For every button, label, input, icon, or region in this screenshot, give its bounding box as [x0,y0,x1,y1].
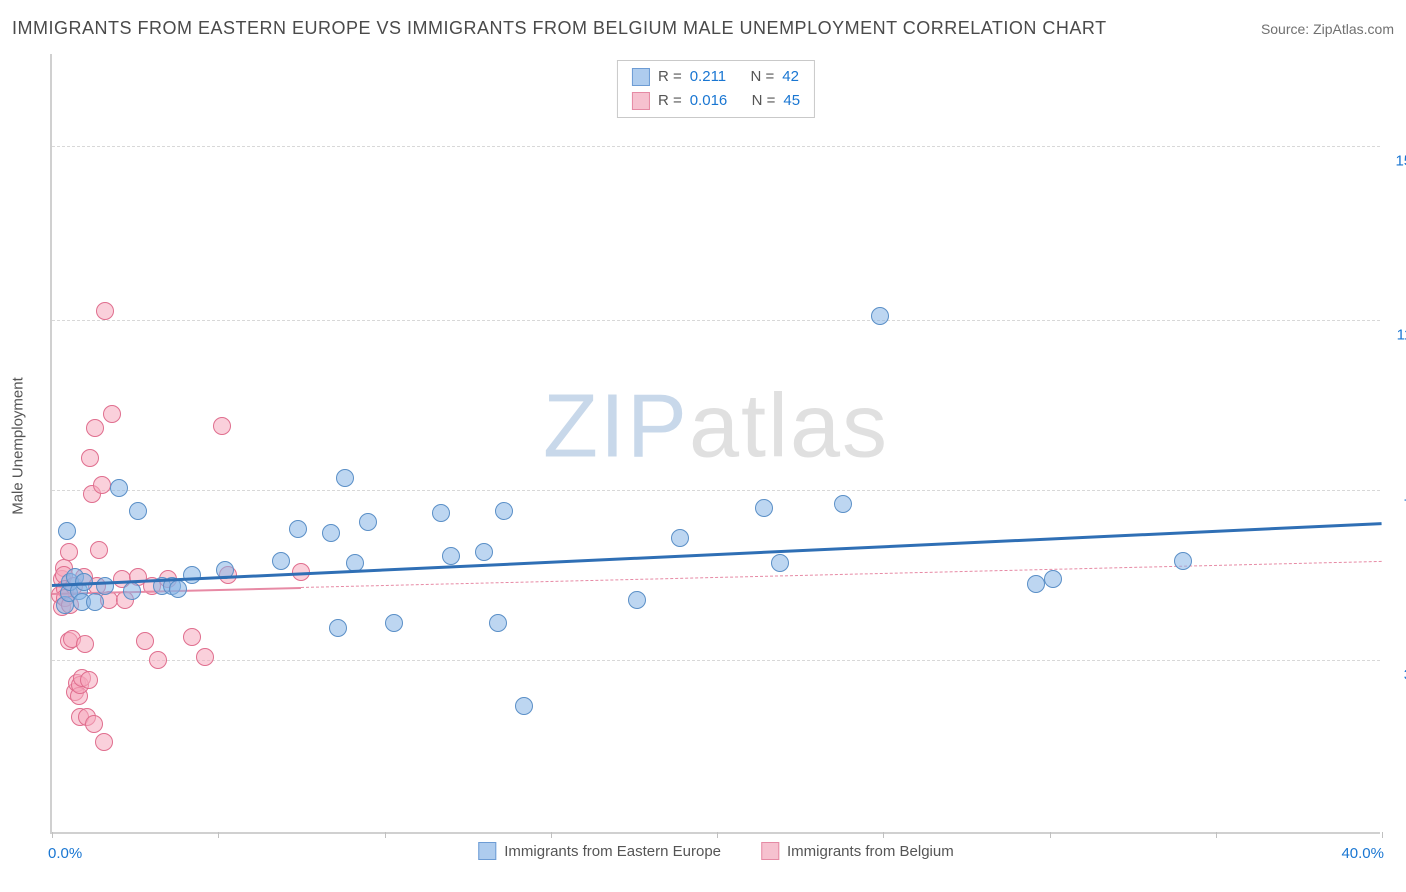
stat-r-value-0: 0.211 [690,65,726,89]
x-tick [551,832,552,838]
data-point [289,520,307,538]
data-point [196,648,214,666]
data-point [489,614,507,632]
data-point [103,405,121,423]
legend-label-0: Immigrants from Eastern Europe [504,843,721,860]
data-point [336,469,354,487]
stat-n-value-0: 42 [782,65,799,89]
data-point [871,307,889,325]
legend-swatch-0 [632,68,650,86]
data-point [515,697,533,715]
gridline: 11.2% [52,320,1380,321]
x-tick [1382,832,1383,838]
x-tick [218,832,219,838]
data-point [95,733,113,751]
y-axis-label: Male Unemployment [10,377,27,515]
data-point [475,543,493,561]
data-point [495,502,513,520]
x-tick [385,832,386,838]
data-point [58,522,76,540]
legend-series: Immigrants from Eastern Europe Immigrant… [478,842,953,860]
data-point [85,715,103,733]
chart-title: IMMIGRANTS FROM EASTERN EUROPE VS IMMIGR… [12,18,1107,39]
gridline: 15.0% [52,146,1380,147]
data-point [183,566,201,584]
data-point [1027,575,1045,593]
x-max-label: 40.0% [1341,845,1384,862]
stat-n-label-0: N = [750,65,774,89]
source-label: Source: ZipAtlas.com [1261,21,1394,37]
data-point [755,499,773,517]
data-point [359,513,377,531]
legend-swatch-bottom-0 [478,842,496,860]
data-point [329,619,347,637]
legend-stats: R = 0.211 N = 42 R = 0.016 N = 45 [617,60,815,118]
legend-swatch-bottom-1 [761,842,779,860]
stat-r-label-0: R = [658,65,682,89]
y-tick-label: 15.0% [1386,152,1406,169]
data-point [110,479,128,497]
plot-area: ZIPatlas R = 0.211 N = 42 R = 0.016 N = … [50,54,1380,834]
data-point [169,580,187,598]
legend-swatch-1 [632,92,650,110]
legend-item-0: Immigrants from Eastern Europe [478,842,721,860]
data-point [322,524,340,542]
data-point [81,449,99,467]
data-point [60,543,78,561]
watermark-zip: ZIP [543,377,689,477]
data-point [136,632,154,650]
stat-n-label-1: N = [752,89,776,113]
x-min-label: 0.0% [48,845,82,862]
data-point [628,591,646,609]
stat-r-label-1: R = [658,89,682,113]
watermark-rest: atlas [689,377,889,477]
y-tick-label: 7.5% [1386,496,1406,513]
x-tick [717,832,718,838]
legend-label-1: Immigrants from Belgium [787,843,954,860]
x-tick [52,832,53,838]
x-tick [883,832,884,838]
data-point [86,593,104,611]
data-point [96,302,114,320]
data-point [442,547,460,565]
data-point [80,671,98,689]
data-point [123,582,141,600]
data-point [1174,552,1192,570]
x-tick [1050,832,1051,838]
data-point [213,417,231,435]
legend-stats-row-0: R = 0.211 N = 42 [632,65,800,89]
stat-n-value-1: 45 [783,89,800,113]
stat-r-value-1: 0.016 [690,89,728,113]
data-point [432,504,450,522]
data-point [76,635,94,653]
data-point [96,577,114,595]
y-tick-label: 11.2% [1386,327,1406,344]
data-point [183,628,201,646]
data-point [129,502,147,520]
data-point [93,476,111,494]
x-tick [1216,832,1217,838]
data-point [86,419,104,437]
watermark: ZIPatlas [543,376,889,479]
gridline: 3.8% [52,660,1380,661]
data-point [90,541,108,559]
y-tick-label: 3.8% [1386,666,1406,683]
legend-stats-row-1: R = 0.016 N = 45 [632,89,800,113]
legend-item-1: Immigrants from Belgium [761,842,954,860]
data-point [1044,570,1062,588]
data-point [385,614,403,632]
gridline: 7.5% [52,490,1380,491]
data-point [834,495,852,513]
data-point [149,651,167,669]
data-point [671,529,689,547]
data-point [771,554,789,572]
data-point [272,552,290,570]
